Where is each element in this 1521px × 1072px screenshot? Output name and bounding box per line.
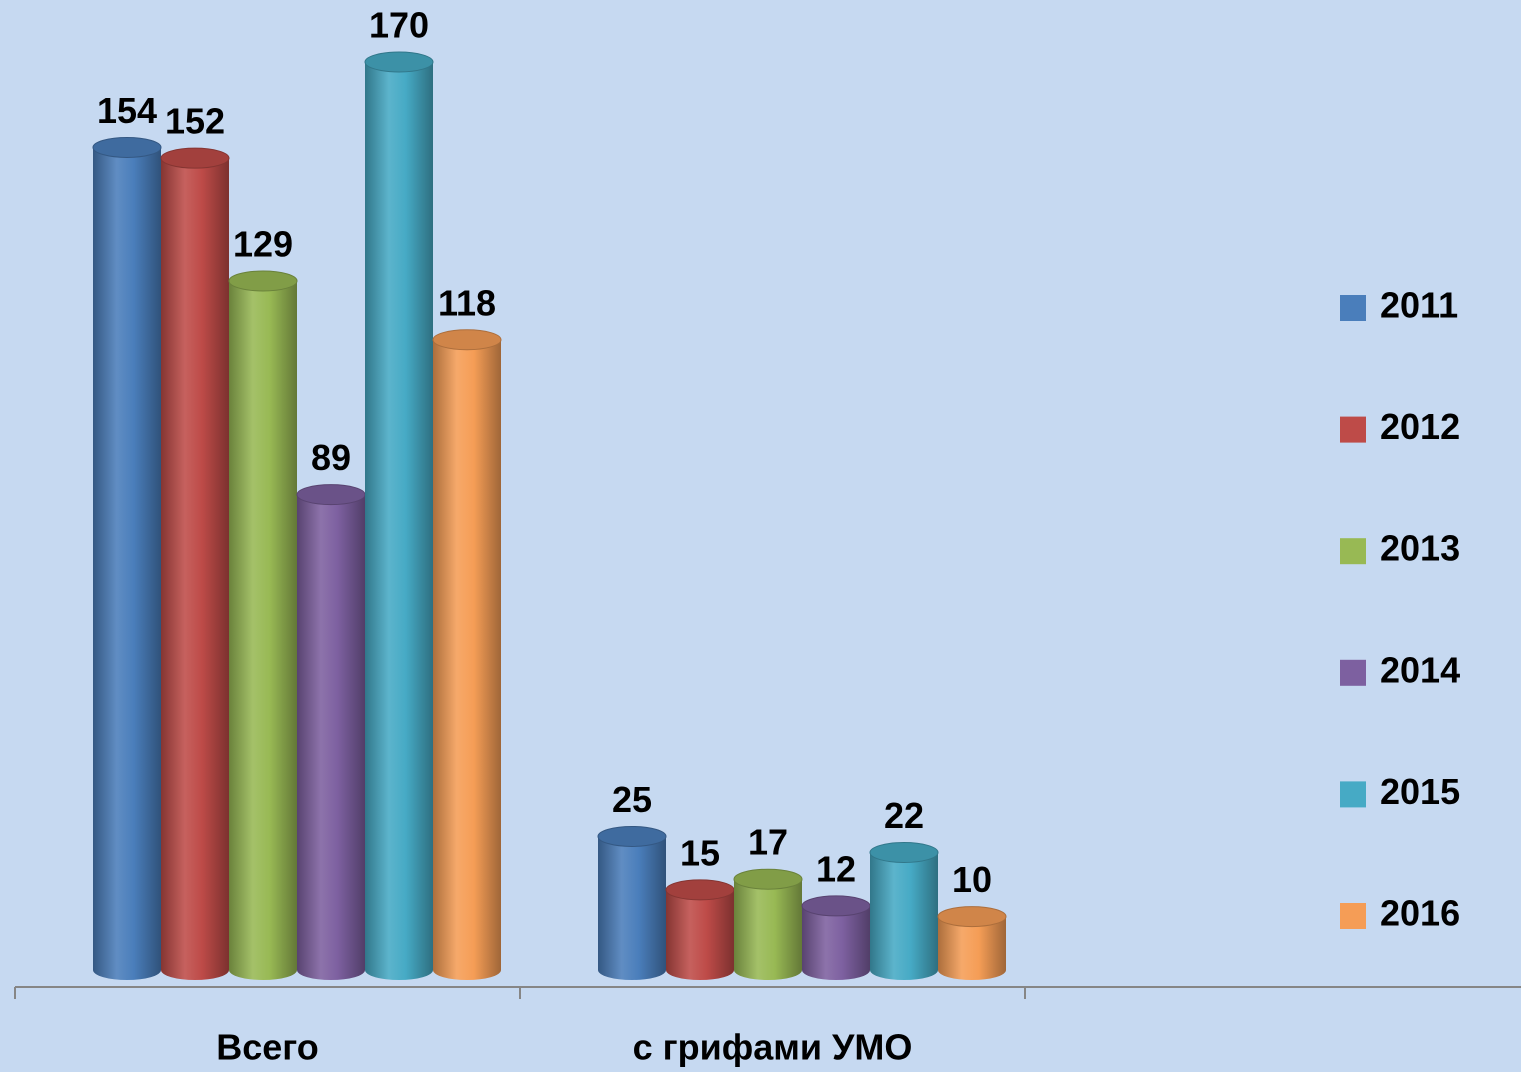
bar-body [666,889,734,970]
bar-body [870,852,938,970]
legend-swatch [1340,538,1366,565]
bar-top [801,895,871,917]
bar-body [161,158,229,970]
x-tick-label: с грифами УМО [633,1027,913,1068]
data-label: 17 [748,822,788,863]
bar [364,51,434,980]
bar-top [937,906,1007,928]
legend-swatch [1340,659,1366,686]
bar-top [733,868,803,890]
bar-body [734,879,802,970]
bar [733,868,803,980]
x-tick-label: Всего [216,1027,319,1068]
bar-top [597,825,667,847]
data-label: 10 [952,859,992,900]
legend-label: 2012 [1380,406,1460,447]
data-label: 12 [816,848,856,889]
bar [869,841,939,980]
data-label: 118 [438,282,496,323]
data-label: 15 [680,832,720,873]
bar-body [365,62,433,970]
legend-label: 2016 [1380,893,1460,934]
data-label: 154 [97,90,157,131]
data-label: 22 [884,795,924,836]
legend-swatch [1340,295,1366,321]
legend-swatch [1340,903,1366,929]
bar-top [92,136,162,158]
bar-top [432,329,502,351]
bar-top [228,270,298,292]
data-label: 89 [311,437,351,478]
bar-body [297,494,365,970]
legend-label: 2014 [1380,649,1460,690]
data-label: 25 [612,779,652,820]
bar-body [93,147,161,971]
bar [92,136,162,980]
bar [160,147,230,980]
bar-body [598,836,666,970]
bar [228,270,298,980]
legend-swatch [1340,416,1366,443]
legend-label: 2011 [1380,285,1458,326]
bar-top [869,841,939,863]
data-label: 129 [233,224,293,265]
bar [665,879,735,980]
legend-swatch [1340,781,1366,808]
bar-top [364,51,434,73]
bar-top [160,147,230,169]
bar-body [433,339,501,970]
bar-body [802,905,870,970]
bar [801,895,871,980]
bar-body [229,280,297,970]
bar [296,484,366,980]
legend-label: 2013 [1380,528,1460,569]
bar [937,906,1007,980]
bar [597,825,667,980]
data-label: 152 [165,101,225,142]
bar [432,329,502,980]
bar-top [665,879,735,901]
data-label: 170 [369,5,429,46]
legend-label: 2015 [1380,771,1460,812]
bar-top [296,484,366,506]
